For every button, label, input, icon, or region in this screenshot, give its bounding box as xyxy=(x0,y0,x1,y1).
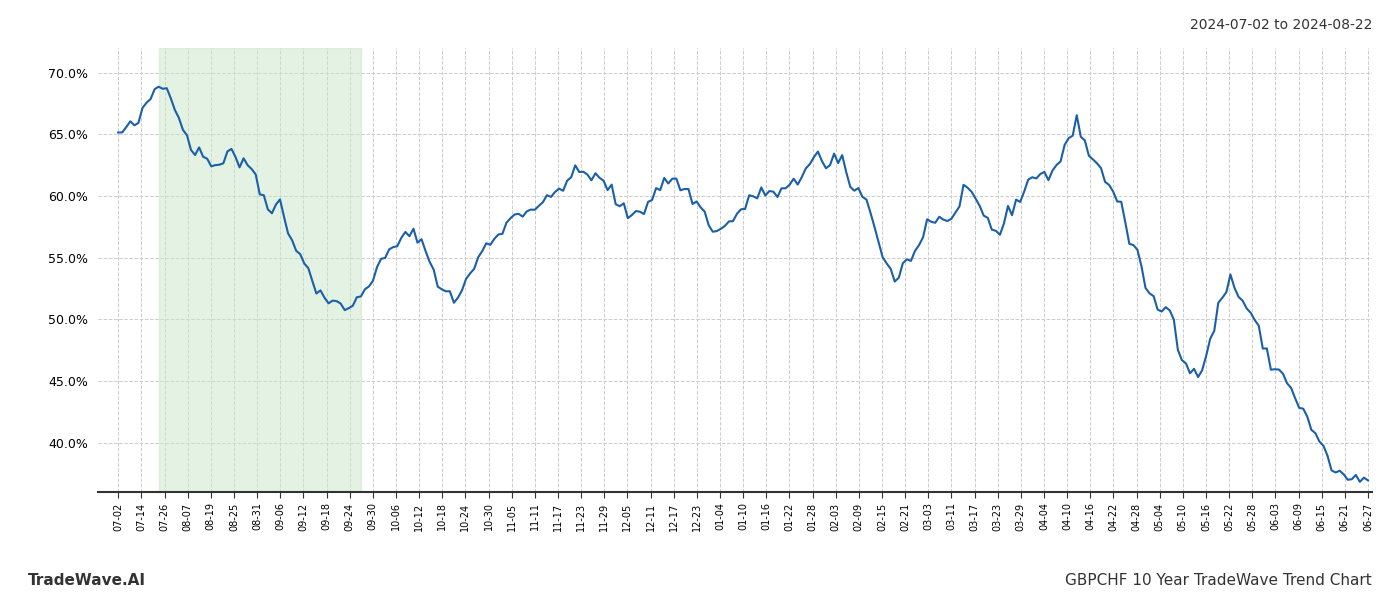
Text: TradeWave.AI: TradeWave.AI xyxy=(28,573,146,588)
Bar xyxy=(158,48,361,492)
Text: GBPCHF 10 Year TradeWave Trend Chart: GBPCHF 10 Year TradeWave Trend Chart xyxy=(1065,573,1372,588)
Text: 2024-07-02 to 2024-08-22: 2024-07-02 to 2024-08-22 xyxy=(1190,18,1372,32)
